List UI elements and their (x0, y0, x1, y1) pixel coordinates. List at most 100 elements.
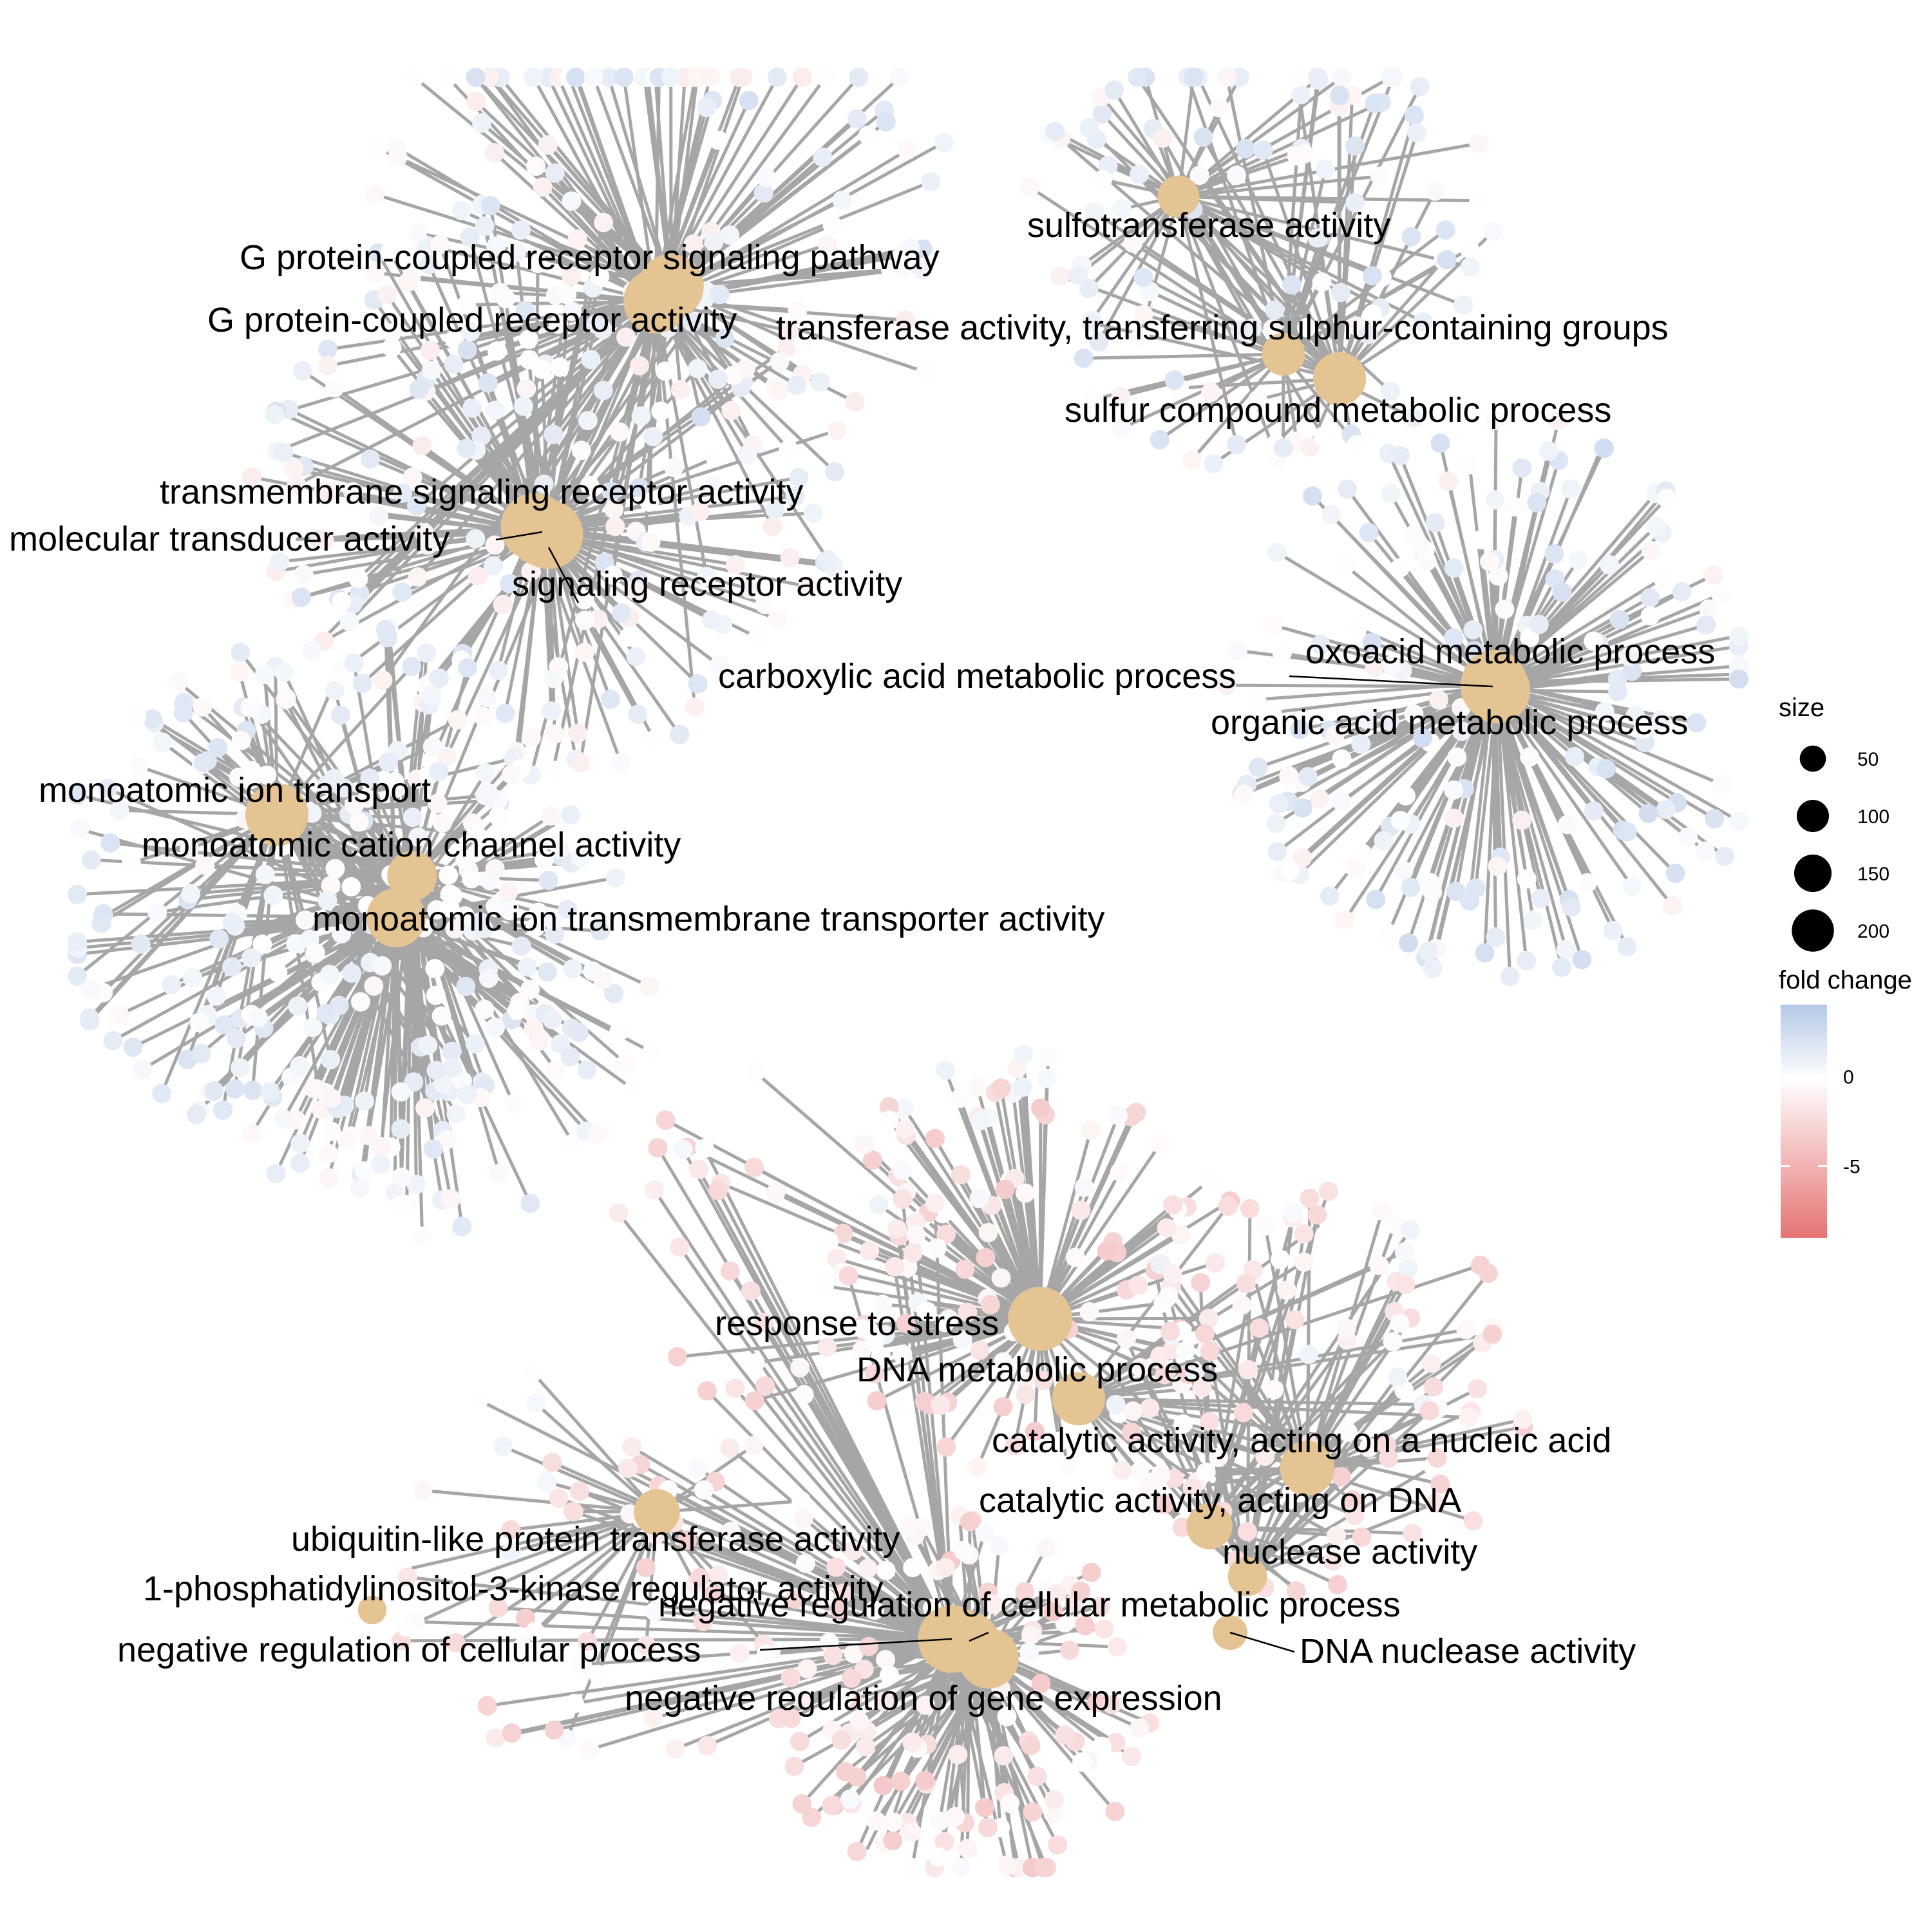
gene-node (1310, 789, 1330, 809)
gene-node (525, 1622, 545, 1642)
gene-node (563, 1501, 583, 1521)
gene-node (429, 762, 449, 782)
gene-node (314, 531, 334, 551)
gene-node (332, 592, 352, 612)
gene-node (569, 1023, 589, 1043)
gene-node (983, 1594, 1003, 1614)
size-legend-label: 200 (1857, 921, 1889, 942)
gene-node (700, 68, 720, 87)
gene-node (1266, 813, 1286, 833)
gene-node (880, 1665, 900, 1685)
edge (1349, 681, 1495, 866)
gene-node (1299, 1344, 1319, 1364)
gene-node (744, 1391, 764, 1411)
gene-node (1459, 891, 1479, 911)
gene-node (1055, 1725, 1075, 1745)
gene-node (1544, 544, 1564, 564)
gene-node (1475, 943, 1495, 963)
gene-node (1108, 1105, 1128, 1125)
edge (1493, 576, 1664, 685)
gene-node (927, 1238, 947, 1258)
gene-node (1459, 1408, 1479, 1428)
gene-node (1137, 1495, 1157, 1515)
gene-node (562, 191, 582, 211)
gene-node (1421, 1353, 1441, 1373)
gene-node (876, 1649, 896, 1669)
gene-node (1191, 1273, 1211, 1293)
gene-node (1182, 1478, 1202, 1498)
gene-node (929, 1847, 949, 1867)
gene-node (915, 1770, 935, 1790)
edge (407, 1575, 952, 1641)
gene-node (1352, 1527, 1372, 1547)
edge (1077, 1205, 1229, 1400)
gene-node (242, 948, 261, 968)
gene-node (412, 1226, 432, 1246)
gene-node (542, 701, 562, 721)
gene-node (457, 295, 477, 315)
gene-node (823, 1645, 843, 1665)
gene-node (701, 610, 721, 630)
edge (1272, 623, 1493, 688)
gene-node (550, 357, 570, 377)
category-label-ion-trans: monoatomic ion transport (39, 771, 431, 810)
gene-node (325, 858, 345, 878)
gene-node (605, 516, 625, 536)
gene-node (1227, 435, 1247, 455)
gene-node (840, 1789, 860, 1809)
edge (1493, 681, 1674, 907)
gene-node (561, 805, 581, 825)
gene-node (1425, 513, 1445, 533)
gene-node (349, 812, 369, 832)
gene-node (456, 976, 476, 996)
edge (1493, 549, 1653, 684)
gene-node (1294, 1224, 1314, 1244)
gene-node (1321, 505, 1341, 525)
gene-node (1267, 842, 1287, 862)
gene-node (276, 688, 296, 708)
edge (401, 1637, 952, 1643)
gene-node (428, 793, 448, 813)
gene-node (213, 1100, 233, 1120)
gene-node (869, 1195, 889, 1215)
gene-node (496, 289, 516, 308)
gene-node (371, 1137, 391, 1157)
gene-node (1046, 1584, 1066, 1604)
gene-node (1128, 68, 1148, 87)
gene-node (225, 1079, 245, 1099)
gene-node (899, 1515, 919, 1535)
gene-node (364, 976, 384, 996)
legend: size 50 100 150 200 fold change 0 -5 (1779, 694, 1912, 1238)
gene-node (1619, 647, 1639, 667)
category-label-ion-tm: monoatomic ion transmembrane transporter… (312, 900, 1105, 938)
gene-node (493, 594, 513, 614)
gene-node (1646, 516, 1666, 536)
gene-node (1729, 811, 1748, 831)
gene-node (442, 1041, 462, 1061)
edge (999, 1088, 1042, 1320)
gene-node (581, 350, 601, 370)
gene-node (1711, 584, 1731, 604)
gene-node (1603, 920, 1623, 940)
gene-node (1050, 266, 1070, 286)
gene-node (1293, 798, 1312, 818)
edge (1246, 1409, 1431, 1578)
gene-node (622, 1437, 642, 1457)
gene-node (380, 242, 400, 262)
gene-node (993, 1397, 1013, 1417)
gene-node (1463, 1511, 1483, 1531)
gene-node (682, 312, 702, 332)
gene-node (792, 1794, 812, 1814)
gene-node (478, 783, 498, 803)
gene-node (903, 1558, 923, 1578)
gene-node (1072, 1752, 1092, 1772)
edge (654, 140, 945, 303)
gene-node (466, 529, 486, 549)
gene-node (1111, 386, 1131, 406)
gene-node (753, 183, 773, 203)
size-legend-title: size (1779, 694, 1824, 722)
gene-node (587, 1124, 607, 1144)
gene-node (787, 375, 807, 395)
gene-node (1444, 558, 1464, 578)
gene-node (1253, 140, 1273, 160)
